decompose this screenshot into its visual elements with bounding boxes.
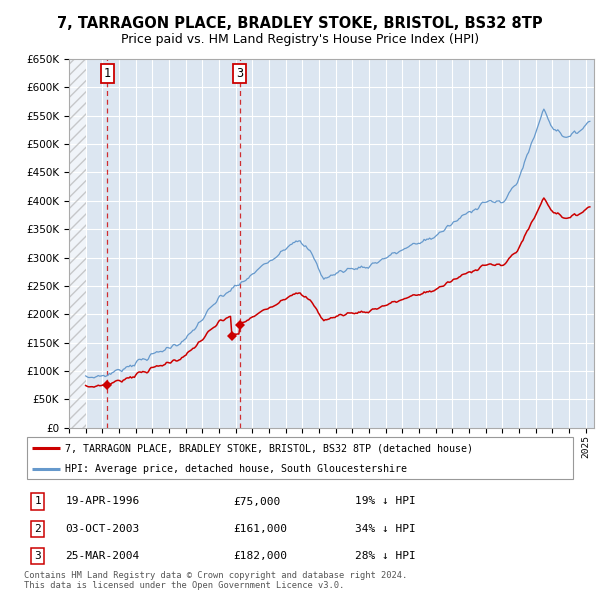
Text: Price paid vs. HM Land Registry's House Price Index (HPI): Price paid vs. HM Land Registry's House … <box>121 33 479 46</box>
Text: 25-MAR-2004: 25-MAR-2004 <box>65 551 140 561</box>
Text: 1: 1 <box>34 497 41 506</box>
Text: £75,000: £75,000 <box>234 497 281 506</box>
Text: 7, TARRAGON PLACE, BRADLEY STOKE, BRISTOL, BS32 8TP (detached house): 7, TARRAGON PLACE, BRADLEY STOKE, BRISTO… <box>65 443 473 453</box>
Text: 19% ↓ HPI: 19% ↓ HPI <box>355 497 416 506</box>
Text: 03-OCT-2003: 03-OCT-2003 <box>65 524 140 534</box>
Text: Contains HM Land Registry data © Crown copyright and database right 2024.
This d: Contains HM Land Registry data © Crown c… <box>24 571 407 590</box>
Text: 3: 3 <box>34 551 41 561</box>
Text: 19-APR-1996: 19-APR-1996 <box>65 497 140 506</box>
Text: 3: 3 <box>236 67 243 80</box>
Text: £161,000: £161,000 <box>234 524 288 534</box>
Text: HPI: Average price, detached house, South Gloucestershire: HPI: Average price, detached house, Sout… <box>65 464 407 474</box>
Bar <box>69 59 86 428</box>
Text: £182,000: £182,000 <box>234 551 288 561</box>
Text: 1: 1 <box>104 67 111 80</box>
FancyBboxPatch shape <box>27 437 573 479</box>
Text: 2: 2 <box>34 524 41 534</box>
Text: 7, TARRAGON PLACE, BRADLEY STOKE, BRISTOL, BS32 8TP: 7, TARRAGON PLACE, BRADLEY STOKE, BRISTO… <box>57 16 543 31</box>
Text: 34% ↓ HPI: 34% ↓ HPI <box>355 524 416 534</box>
Text: 28% ↓ HPI: 28% ↓ HPI <box>355 551 416 561</box>
